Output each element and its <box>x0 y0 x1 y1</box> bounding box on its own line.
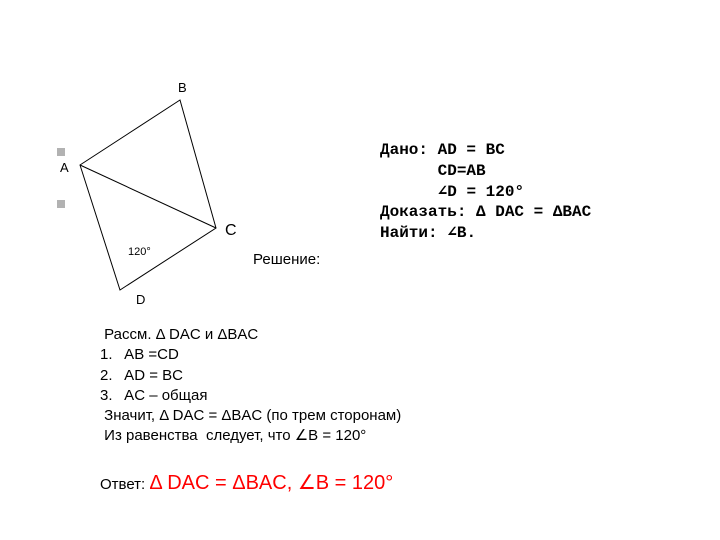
given-block: Дано: AD = BC CD=AB ∠D = 120° Доказать: … <box>380 140 591 244</box>
label-angle: 120° <box>128 246 151 258</box>
given-line2: CD=AB <box>380 162 486 180</box>
given-line5: Найти: ∠B. <box>380 224 476 242</box>
given-line1: Дано: AD = BC <box>380 141 505 159</box>
label-D: D <box>136 292 145 307</box>
answer-line: Ответ: Δ DAC = ΔBAC, ∠В = 120° <box>100 470 393 495</box>
label-B: B <box>178 80 187 95</box>
proof-line6: Из равенства следует, что ∠В = 120° <box>100 427 366 444</box>
proof-line1: Рассм. Δ DAC и ΔBAC <box>100 326 258 343</box>
proof-line4: 3. AC – общая <box>100 387 207 404</box>
answer-prefix: Ответ: <box>100 476 149 493</box>
given-line3: ∠D = 120° <box>380 183 524 201</box>
given-line4: Доказать: Δ DAC = ΔBAC <box>380 203 591 221</box>
label-C: C <box>225 222 237 240</box>
proof-line2: 1. AB =CD <box>100 346 179 363</box>
label-A: A <box>60 160 69 175</box>
solution-label: Решение: <box>253 251 320 268</box>
proof-line5: Значит, Δ DAC = ΔBAC (по трем сторонам) <box>100 407 401 424</box>
answer-text: Δ DAC = ΔBAC, ∠В = 120° <box>149 472 393 494</box>
proof-line3: 2. AD = BC <box>100 367 183 384</box>
proof-block: Рассм. Δ DAC и ΔBAC 1. AB =CD 2. AD = BC… <box>100 325 401 447</box>
geometry-diagram <box>0 0 260 330</box>
